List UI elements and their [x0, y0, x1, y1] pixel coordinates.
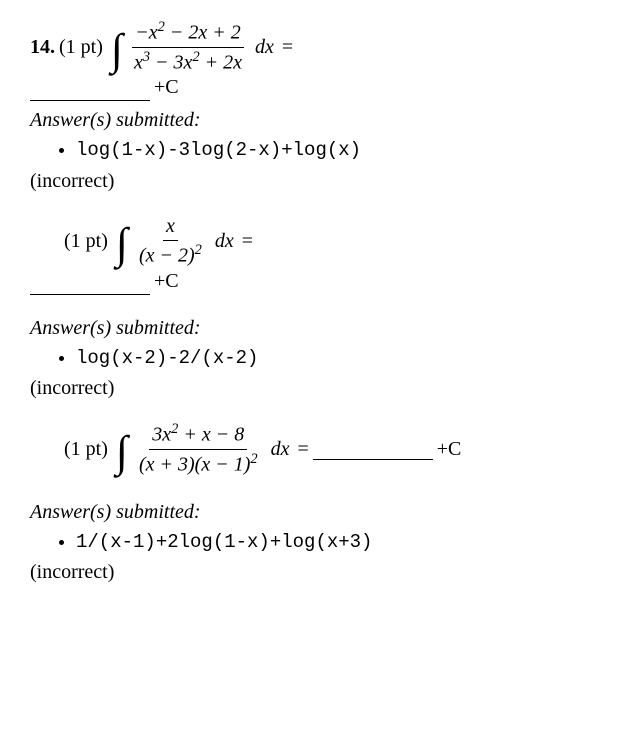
problem-points: (1 pt)	[59, 34, 103, 61]
answer-blank-row: +C	[30, 74, 597, 101]
answer-status: (incorrect)	[30, 559, 597, 586]
page: 14. (1 pt) ∫ −x2 − 2x + 2 x3 − 3x2 + 2x …	[0, 0, 617, 734]
problem-3: (1 pt) ∫ 3x2 + x − 8 (x + 3)(x − 1)2 dx …	[30, 420, 597, 586]
integrand-fraction: x (x − 2)2	[136, 213, 205, 270]
answer-blank[interactable]	[30, 274, 150, 295]
problem-14-expression: 14. (1 pt) ∫ −x2 − 2x + 2 x3 − 3x2 + 2x …	[30, 18, 597, 76]
submitted-answers: log(x-2)-2/(x-2)	[30, 346, 597, 372]
problem-14: 14. (1 pt) ∫ −x2 − 2x + 2 x3 − 3x2 + 2x …	[30, 18, 597, 195]
submitted-answers: 1/(x-1)+2log(1-x)+log(x+3)	[30, 530, 597, 556]
dx: dx	[271, 436, 290, 463]
dx: dx	[215, 228, 234, 255]
integrand-fraction: 3x2 + x − 8 (x + 3)(x − 1)2	[136, 420, 261, 478]
submitted-answer: log(x-2)-2/(x-2)	[76, 346, 597, 372]
plus-c: +C	[154, 74, 179, 101]
problem-2-expression: (1 pt) ∫ x (x − 2)2 dx =	[64, 213, 597, 270]
answer-blank[interactable]	[30, 80, 150, 101]
dx: dx	[255, 34, 274, 61]
denominator: x3 − 3x2 + 2x	[131, 48, 245, 77]
submitted-answer: log(1-x)-3log(2-x)+log(x)	[76, 138, 597, 164]
plus-c: +C	[437, 436, 462, 463]
answer-status: (incorrect)	[30, 168, 597, 195]
problem-points: (1 pt)	[64, 436, 108, 463]
answers-label: Answer(s) submitted:	[30, 499, 597, 526]
problem-number: 14.	[30, 34, 55, 61]
integral-sign: ∫	[116, 226, 128, 261]
integral-sign: ∫	[111, 32, 123, 67]
denominator: (x + 3)(x − 1)2	[136, 450, 261, 479]
problem-points: (1 pt)	[64, 228, 108, 255]
problem-2: (1 pt) ∫ x (x − 2)2 dx = +C Answer(s) su…	[30, 213, 597, 402]
submitted-answer: 1/(x-1)+2log(1-x)+log(x+3)	[76, 530, 597, 556]
numerator: −x2 − 2x + 2	[132, 18, 243, 48]
equals: =	[282, 34, 293, 61]
integrand-fraction: −x2 − 2x + 2 x3 − 3x2 + 2x	[131, 18, 245, 76]
answers-label: Answer(s) submitted:	[30, 315, 597, 342]
equals: =	[297, 436, 308, 463]
numerator: x	[163, 213, 178, 241]
plus-c: +C	[154, 268, 179, 295]
equals: =	[242, 228, 253, 255]
answers-label: Answer(s) submitted:	[30, 107, 597, 134]
denominator: (x − 2)2	[136, 241, 205, 270]
answer-status: (incorrect)	[30, 375, 597, 402]
integral-sign: ∫	[116, 434, 128, 469]
answer-blank[interactable]	[313, 439, 433, 460]
numerator: 3x2 + x − 8	[149, 420, 247, 450]
submitted-answers: log(1-x)-3log(2-x)+log(x)	[30, 138, 597, 164]
problem-3-expression: (1 pt) ∫ 3x2 + x − 8 (x + 3)(x − 1)2 dx …	[64, 420, 597, 478]
answer-blank-row: +C	[30, 268, 597, 295]
